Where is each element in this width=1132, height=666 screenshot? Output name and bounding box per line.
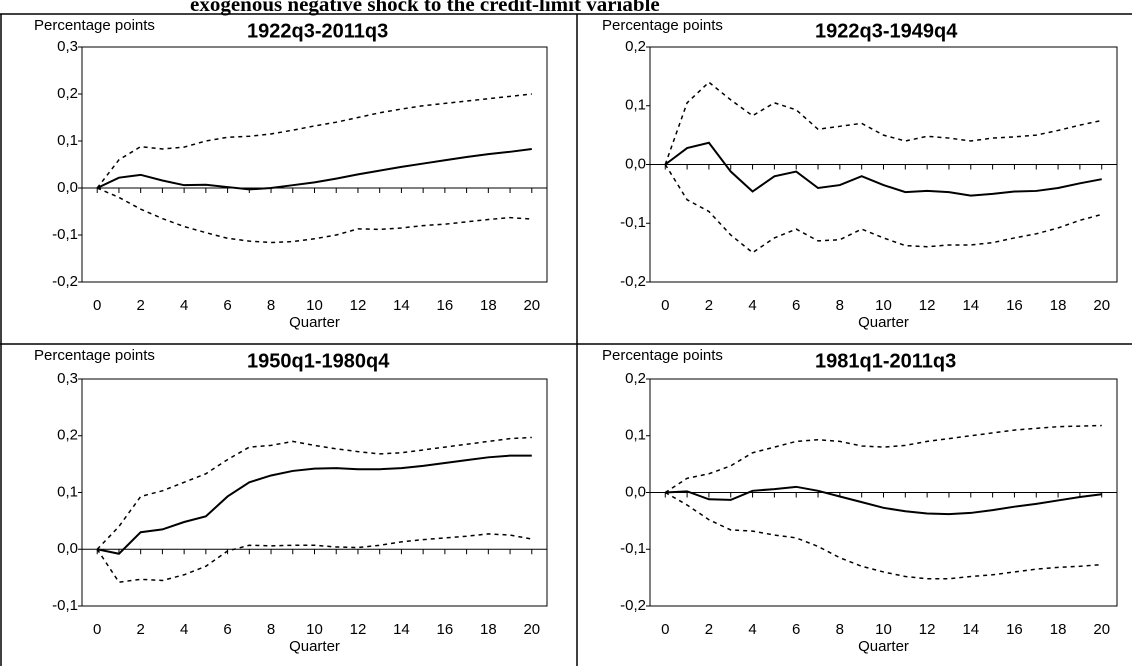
y-tick-label: -0,2: [52, 273, 78, 290]
x-tick-label: 16: [1006, 621, 1023, 638]
x-tick-label: 4: [748, 621, 756, 638]
series-line: [664, 491, 1102, 580]
y-tick-label: -0,2: [620, 597, 646, 614]
figure-title: exogenous negative shock to the credit-l…: [190, 0, 660, 16]
series-line: [664, 81, 1102, 165]
y-axis-label: Percentage points: [602, 17, 723, 34]
series-line: [96, 187, 532, 244]
x-axis-label: Quarter: [289, 638, 340, 655]
x-tick-label: 4: [180, 297, 188, 314]
x-tick-label: 2: [136, 621, 144, 638]
x-tick-label: 2: [705, 621, 713, 638]
x-tick-label: 10: [875, 621, 892, 638]
x-axis-label: Quarter: [858, 638, 909, 655]
x-tick-label: 6: [223, 297, 231, 314]
x-tick-label: 8: [267, 297, 275, 314]
x-tick-label: 16: [1006, 297, 1023, 314]
x-tick-label: 18: [480, 621, 497, 638]
plot-area: [81, 46, 548, 283]
x-tick-label: 2: [705, 297, 713, 314]
x-tick-label: 10: [875, 297, 892, 314]
x-tick-label: 20: [1093, 297, 1110, 314]
panel-title: 1950q1-1980q4: [247, 350, 390, 372]
x-tick-label: 12: [350, 621, 367, 638]
x-tick-label: 14: [393, 621, 410, 638]
x-tick-label: 18: [1050, 621, 1067, 638]
y-tick-label: -0,1: [52, 597, 78, 614]
x-tick-label: 14: [393, 297, 410, 314]
series-line: [664, 141, 1102, 197]
x-tick-label: 0: [93, 297, 101, 314]
y-tick-label: 0,2: [625, 370, 646, 387]
panel-title: 1922q3-2011q3: [247, 20, 388, 42]
y-tick-label: 0,2: [57, 85, 78, 102]
y-tick-label: 0,0: [625, 155, 646, 172]
x-tick-label: 14: [962, 621, 979, 638]
x-tick-label: 20: [1093, 621, 1110, 638]
x-tick-label: 20: [523, 297, 540, 314]
y-tick-label: 0,1: [625, 97, 646, 114]
y-axis-label: Percentage points: [602, 347, 723, 364]
y-tick-label: 0,3: [57, 370, 78, 387]
x-tick-label: 8: [836, 621, 844, 638]
x-tick-label: 0: [93, 621, 101, 638]
y-tick-label: -0,2: [620, 273, 646, 290]
y-tick-label: -0,1: [620, 214, 646, 231]
x-tick-label: 16: [437, 621, 454, 638]
x-tick-label: 20: [523, 621, 540, 638]
y-tick-label: 0,0: [57, 179, 78, 196]
x-tick-label: 12: [350, 297, 367, 314]
y-tick-label: 0,1: [57, 483, 78, 500]
x-tick-label: 6: [223, 621, 231, 638]
x-tick-label: 12: [919, 297, 936, 314]
x-tick-label: 6: [792, 621, 800, 638]
x-tick-label: 4: [748, 297, 756, 314]
x-tick-label: 8: [267, 621, 275, 638]
x-tick-label: 18: [1050, 297, 1067, 314]
x-tick-label: 2: [136, 297, 144, 314]
panel-title: 1922q3-1949q4: [815, 20, 958, 42]
x-tick-label: 8: [836, 297, 844, 314]
y-tick-label: -0,1: [52, 226, 78, 243]
x-tick-label: 0: [661, 621, 669, 638]
y-tick-label: 0,0: [625, 483, 646, 500]
series-line: [96, 147, 532, 191]
series-line: [96, 533, 532, 583]
x-tick-label: 18: [480, 297, 497, 314]
y-tick-label: 0,1: [57, 132, 78, 149]
y-tick-label: 0,1: [625, 427, 646, 444]
series-line: [96, 436, 532, 550]
series-line: [665, 485, 1102, 516]
x-tick-label: 14: [962, 297, 979, 314]
y-tick-label: 0,3: [57, 38, 78, 55]
x-tick-label: 0: [661, 297, 669, 314]
x-tick-label: 6: [792, 297, 800, 314]
x-tick-label: 16: [437, 297, 454, 314]
x-axis-label: Quarter: [858, 314, 909, 331]
y-tick-label: 0,2: [57, 427, 78, 444]
series-line: [664, 424, 1102, 494]
y-tick-label: -0,1: [620, 540, 646, 557]
x-tick-label: 12: [919, 621, 936, 638]
y-tick-label: 0,0: [57, 540, 78, 557]
x-axis-label: Quarter: [289, 314, 340, 331]
series-line: [97, 454, 532, 555]
x-tick-label: 10: [306, 621, 323, 638]
panel-title: 1981q1-2011q3: [815, 350, 956, 372]
y-axis-label: Percentage points: [34, 347, 155, 364]
series-line: [664, 164, 1102, 254]
y-axis-label: Percentage points: [34, 17, 155, 34]
x-tick-label: 4: [180, 621, 188, 638]
y-tick-label: 0,2: [625, 38, 646, 55]
series-line: [96, 93, 532, 189]
x-tick-label: 10: [306, 297, 323, 314]
